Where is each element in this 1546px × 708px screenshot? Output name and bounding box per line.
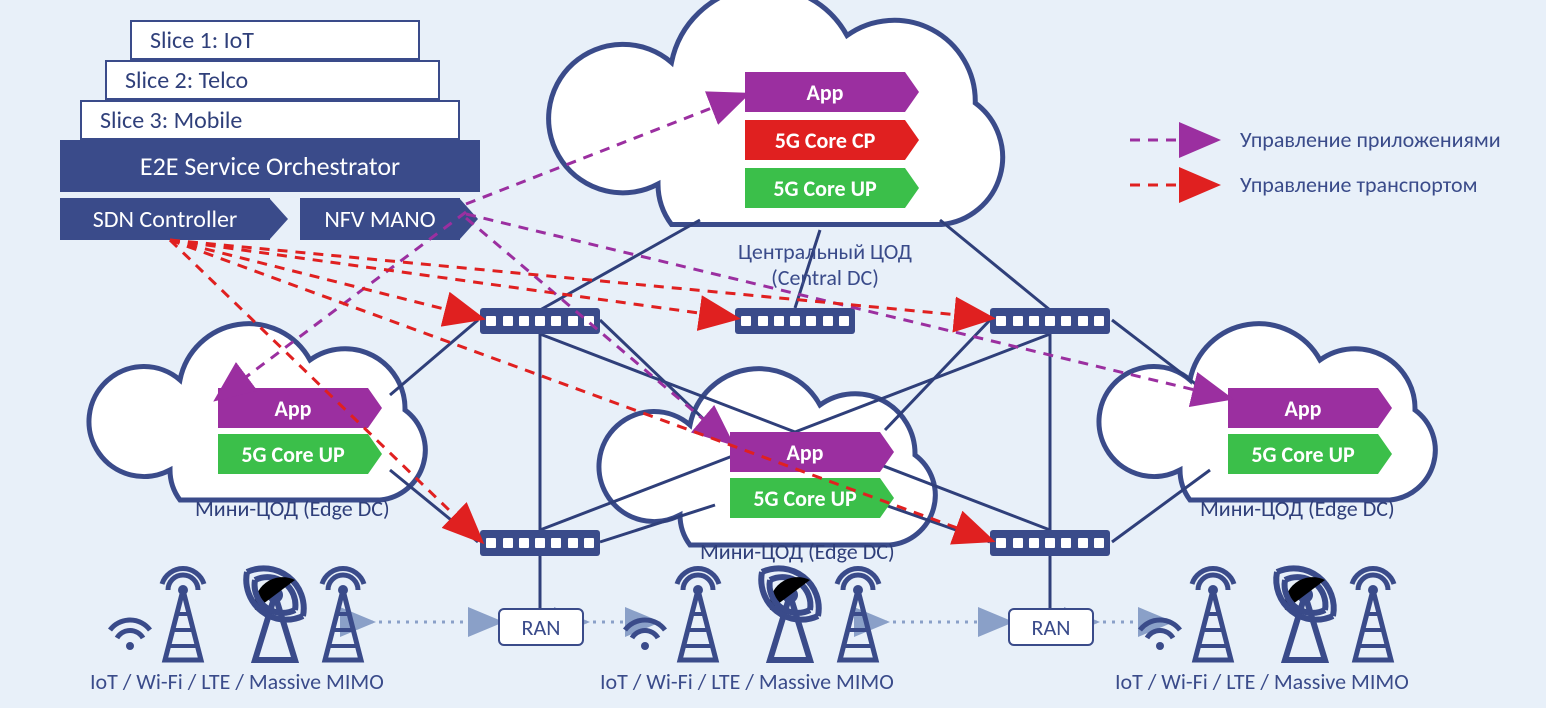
central-badge-2: 5G Core UP [745, 168, 905, 208]
radio-cluster-2 [1135, 560, 1405, 670]
central-dc-label-ru: Центральный ЦОД [735, 238, 915, 265]
slice-1: Slice 1: IoT [130, 20, 420, 60]
switch-1 [735, 308, 855, 334]
switch-2 [990, 308, 1110, 334]
edge1-badge-0: App [730, 432, 880, 472]
radio-label-0: IoT / Wi-Fi / LTE / Massive MIMO [90, 668, 384, 695]
ran-box-0: RAN [498, 608, 584, 646]
sdn-controller: SDN Controller [60, 198, 270, 240]
legend-apps: Управление приложениями [1240, 126, 1501, 153]
central-badge-0: App [745, 72, 905, 112]
edge0-label: Мини-ЦОД (Edge DC) [195, 495, 390, 522]
sdn-arrow-icon [270, 199, 288, 239]
central-dc-label-en: (Central DC) [735, 264, 915, 291]
radio-cluster-1 [620, 560, 890, 670]
edge2-badge-0: App [1228, 388, 1378, 428]
edge1-badge-1: 5G Core UP [730, 478, 880, 518]
edge0-badge-1: 5G Core UP [218, 434, 368, 474]
switch-0 [480, 308, 600, 334]
orchestrator-bar: E2E Service Orchestrator [60, 140, 480, 192]
edge2-badge-1: 5G Core UP [1228, 434, 1378, 474]
legend-transport: Управление транспортом [1240, 171, 1478, 198]
ran-box-1: RAN [1008, 608, 1094, 646]
mano-controller: NFV MANO [300, 198, 460, 240]
edge2-label: Мини-ЦОД (Edge DC) [1200, 495, 1395, 522]
switch-4 [990, 530, 1110, 556]
slice-2: Slice 2: Telco [105, 60, 440, 100]
switch-3 [480, 530, 600, 556]
mano-arrow-icon [460, 199, 478, 239]
radio-label-1: IoT / Wi-Fi / LTE / Massive MIMO [600, 668, 894, 695]
central-badge-1: 5G Core CP [745, 120, 905, 160]
slice-3: Slice 3: Mobile [80, 100, 460, 140]
edge0-badge-0: App [218, 388, 368, 428]
radio-label-2: IoT / Wi-Fi / LTE / Massive MIMO [1115, 668, 1409, 695]
radio-cluster-0 [105, 560, 375, 670]
